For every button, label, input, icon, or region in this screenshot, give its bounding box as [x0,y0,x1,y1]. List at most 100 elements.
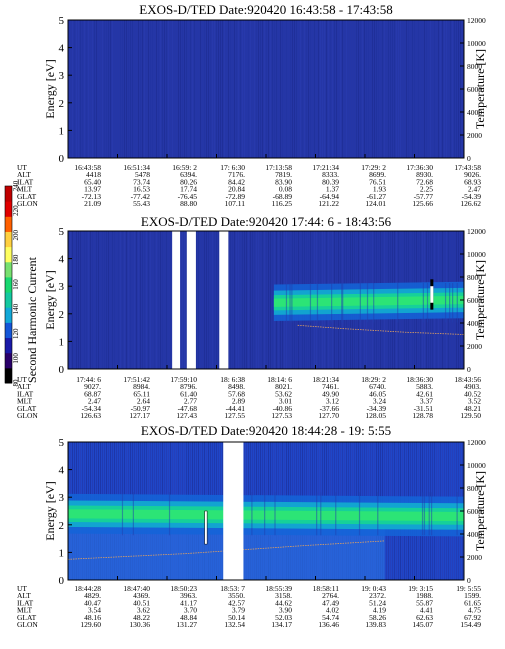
spectrogram-column [262,231,263,369]
orbit-cell: 68.93 [464,177,481,186]
spectrogram-column [344,20,345,158]
spectrogram-column [210,20,211,158]
spectrogram-column [278,20,279,158]
spectrogram-column [322,20,323,158]
spectrogram-column [416,20,417,158]
spectrogram-column [196,20,197,158]
spectrogram-column [230,231,231,369]
spectrogram-column [218,231,219,369]
orbit-cell: 4829. [84,591,101,600]
spectrogram-column [348,20,349,158]
spectrogram-column [162,20,163,158]
spectrogram-column [100,231,101,369]
orbit-cell: -34.39 [367,404,387,413]
spectrogram-column [312,20,313,158]
spectrogram-column [358,20,359,158]
spectrogram-column [324,20,325,158]
spectrogram-column [290,20,291,158]
spectrogram-column [250,20,251,158]
spectrogram-column [244,20,245,158]
colorbar-tick-label: 200 [12,230,20,241]
spectrogram-column [456,20,457,158]
spectrogram-column [152,20,153,158]
colorbar-tick-label: 120 [12,328,20,339]
spectrogram-column [426,20,427,158]
spectrogram-column [376,20,377,158]
spectrogram-column [422,20,423,158]
spectrogram-column [442,20,443,158]
chart-title: EXOS-D/TED Date:920420 17:44: 6 - 18:43:… [141,214,392,229]
spectrogram-column [282,20,283,158]
orbit-cell: 83.90 [275,177,292,186]
spectrogram-column [102,20,103,158]
spectrogram-column [448,20,449,158]
spectrogram-column [436,20,437,158]
orbit-cell: 67.92 [464,613,481,622]
orbit-cell: 18:50:23 [170,584,197,593]
spectrogram-column [164,231,165,369]
spectrogram-column [160,20,161,158]
spectrogram-column [196,231,197,369]
spectrogram-column [136,20,137,158]
orbit-cell: -61.27 [367,192,387,201]
energy-band-layer-3 [273,295,464,307]
orbit-cell: 1.37 [326,185,339,194]
spectrogram-column [340,20,341,158]
spectrogram-column [134,20,135,158]
orbit-cell: 3.62 [137,606,150,615]
spectrogram-column [250,231,251,369]
orbit-cell: 4.19 [373,606,386,615]
spectrogram-column [246,20,247,158]
spectrogram-column [394,20,395,158]
orbit-cell: 4903. [464,382,481,391]
orbit-cell: 52.03 [275,613,292,622]
spike-marker [204,510,208,545]
spectrogram-column [256,20,257,158]
spectrogram-column [198,20,199,158]
band-striation [430,492,433,536]
spectrogram-column [226,20,227,158]
spectrogram-column [70,20,71,158]
orbit-row-label: UT [17,375,27,384]
orbit-cell: 130.36 [129,620,150,629]
orbit-cell: 18:55:39 [265,584,292,593]
ylabel-right: Temperature [K] [473,49,487,129]
colorbar [4,185,13,384]
spectrogram-column [126,231,127,369]
ytick-label: 4 [59,43,65,55]
spectrogram-column [96,20,97,158]
spectrogram-column [212,20,213,158]
spectrogram-column [424,20,425,158]
band-striation [274,492,276,536]
ytick-right-label: 4000 [467,530,482,539]
band-striation [366,283,369,323]
orbit-cell: 48.22 [133,613,150,622]
band-striation [449,283,451,323]
spectrogram-column [210,231,211,369]
orbit-row-label: GLON [17,620,38,629]
spectrogram-column [180,20,181,158]
spectrogram-column [114,231,115,369]
orbit-cell: 3.79 [232,606,245,615]
spectrogram-column [146,231,147,369]
orbit-cell: 2764. [322,591,339,600]
ytick-label: 0 [59,575,65,587]
spectrogram-column [160,231,161,369]
spectrogram-column [120,20,121,158]
spectrogram-column [94,231,95,369]
ytick-label: 0 [59,364,65,376]
orbit-cell: 6394. [180,170,197,179]
orbit-cell: 21.09 [84,199,101,208]
spectrogram-column [238,20,239,158]
ytick-label: 0 [59,153,65,165]
spectrogram-column [144,20,145,158]
spectrogram-column [78,231,79,369]
orbit-cell: 17: 6:30 [220,163,245,172]
orbit-cell: 80.26 [180,177,197,186]
spectrogram-column [86,231,87,369]
orbit-row-label: MLT [17,185,33,194]
spectrogram-column [404,20,405,158]
orbit-row-label: ALT [17,382,31,391]
spectrogram-column [268,20,269,158]
